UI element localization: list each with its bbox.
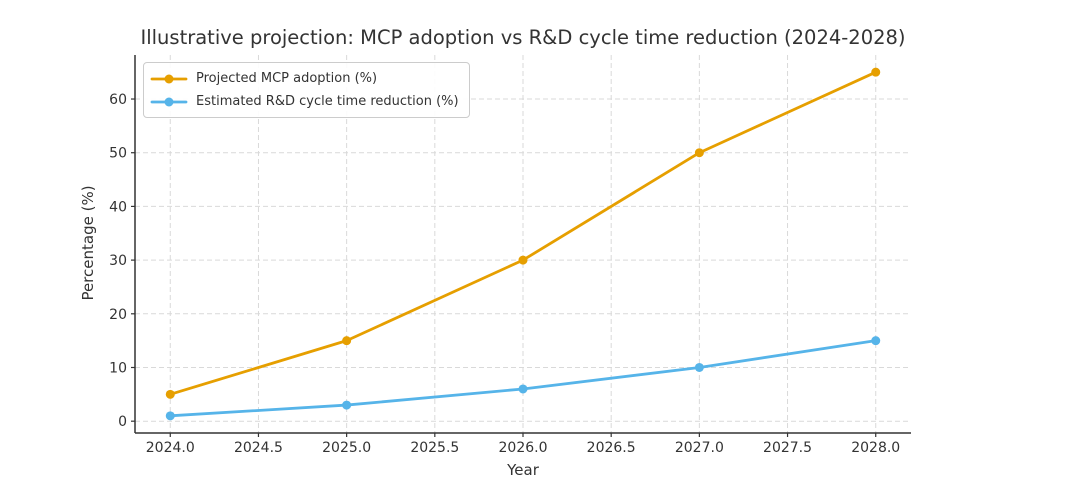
legend-label: Projected MCP adoption (%) — [196, 71, 378, 86]
x-tick-label: 2026.0 — [499, 440, 548, 456]
data-point-marker — [165, 389, 175, 399]
data-point-marker — [694, 362, 704, 372]
x-tick-label: 2025.0 — [322, 440, 371, 456]
y-tick-label: 30 — [109, 253, 127, 269]
legend-line-marker-swatch — [150, 74, 188, 83]
x-tick-label: 2025.5 — [410, 440, 459, 456]
x-tick-label: 2027.5 — [763, 440, 812, 456]
data-point-marker — [342, 336, 352, 346]
x-tick-label: 2024.0 — [146, 440, 195, 456]
y-tick-label: 10 — [109, 360, 127, 376]
y-tick-label: 60 — [109, 92, 127, 108]
x-tick-label: 2027.0 — [675, 440, 724, 456]
x-tick-label: 2024.5 — [234, 440, 283, 456]
data-point-marker — [871, 67, 881, 77]
y-tick-label: 40 — [109, 199, 127, 215]
data-point-marker — [694, 148, 704, 158]
x-tick-label: 2028.0 — [851, 440, 900, 456]
data-point-marker — [518, 255, 528, 265]
data-point-marker — [871, 336, 881, 346]
y-axis-label: Percentage (%) — [79, 185, 97, 301]
x-tick-label: 2026.5 — [587, 440, 636, 456]
legend-label: Estimated R&D cycle time reduction (%) — [196, 94, 459, 109]
legend: Projected MCP adoption (%) Estimated R&D… — [143, 62, 470, 118]
y-tick-label: 20 — [109, 307, 127, 323]
y-tick-label: 50 — [109, 146, 127, 162]
x-axis-label: Year — [507, 461, 539, 479]
data-point-marker — [342, 400, 352, 410]
legend-item: Estimated R&D cycle time reduction (%) — [150, 92, 459, 111]
y-tick-label: 0 — [118, 414, 127, 430]
legend-line-marker-swatch — [150, 97, 188, 106]
legend-item: Projected MCP adoption (%) — [150, 69, 459, 88]
data-point-marker — [165, 411, 175, 421]
chart-title: Illustrative projection: MCP adoption vs… — [140, 26, 906, 49]
data-point-marker — [518, 384, 528, 394]
